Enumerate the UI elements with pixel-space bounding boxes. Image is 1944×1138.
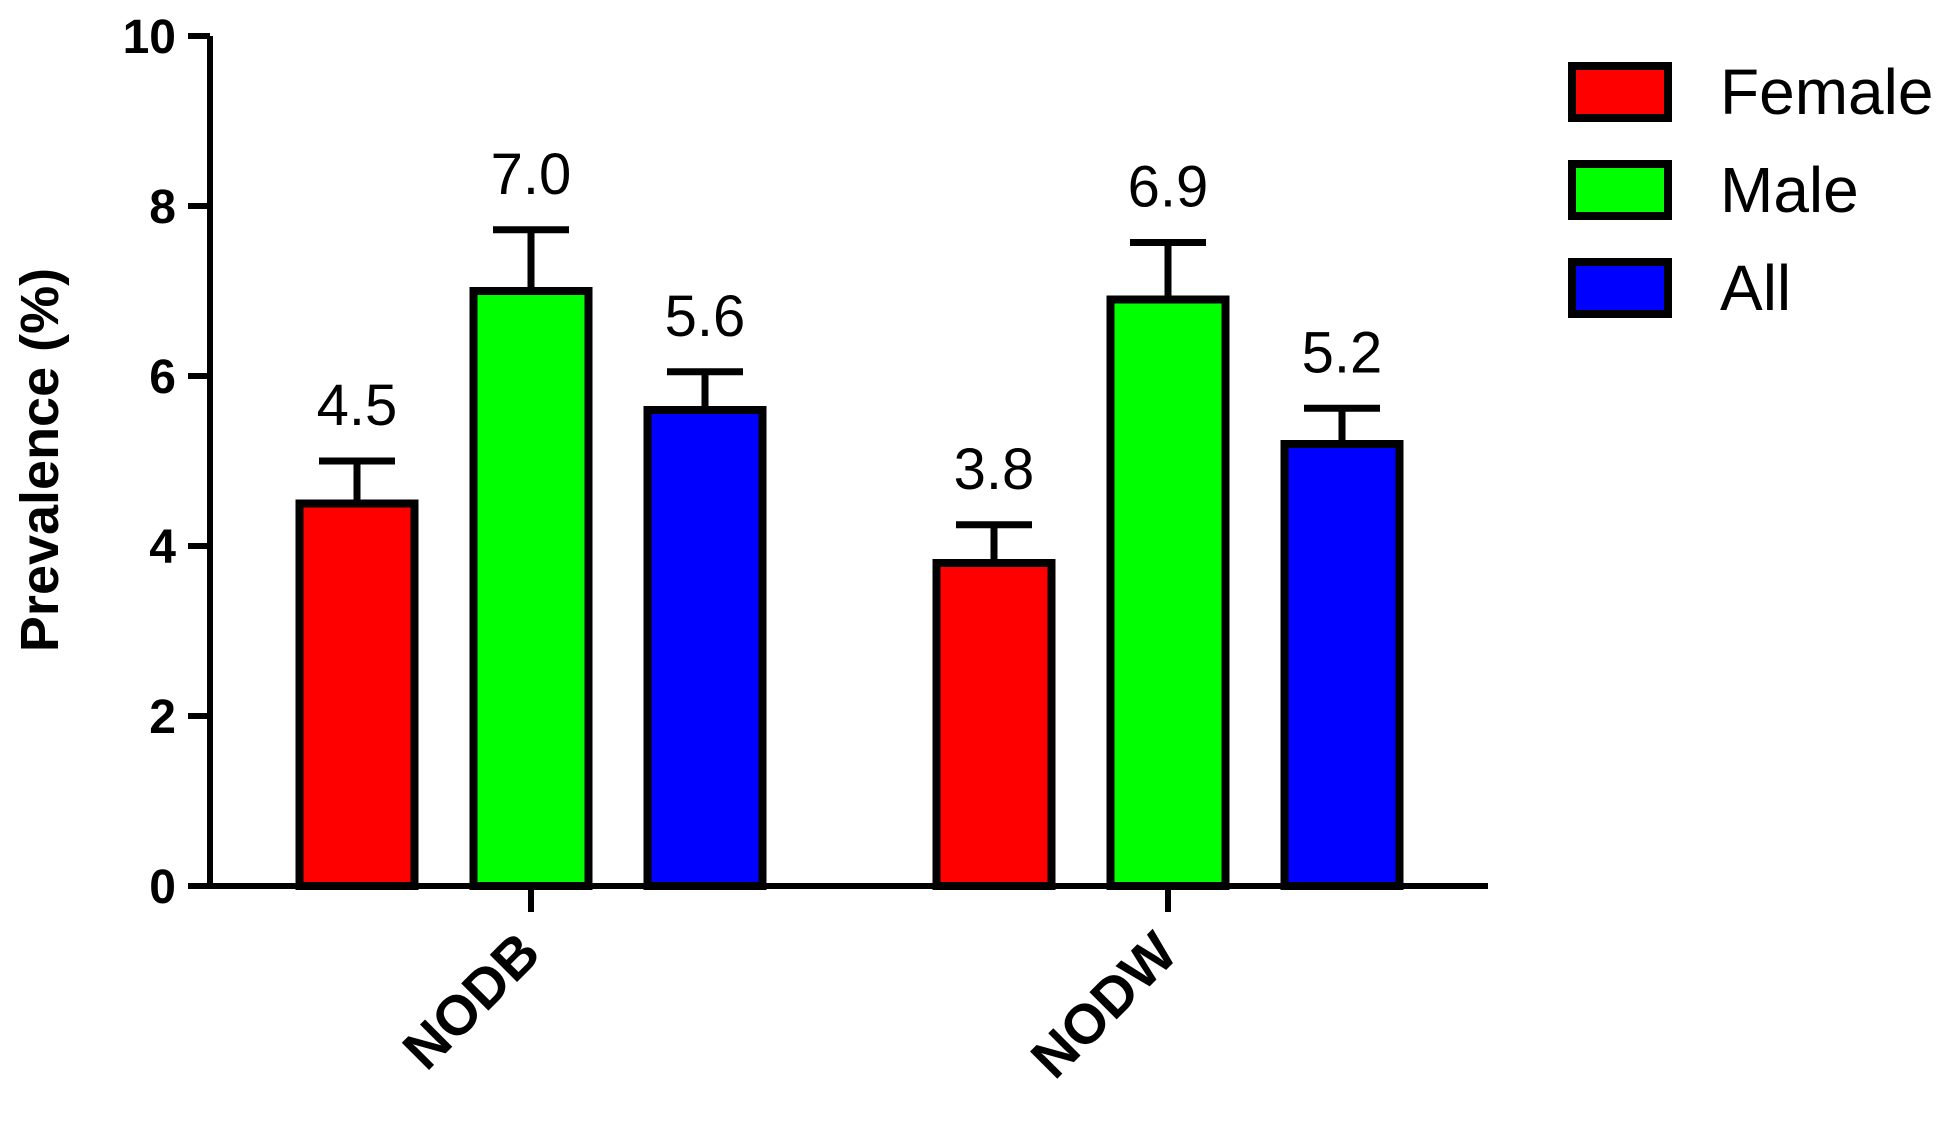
data-label: 5.6 bbox=[665, 284, 746, 349]
bar-male bbox=[469, 287, 593, 890]
y-tick-label: 2 bbox=[149, 691, 176, 744]
data-label: 6.9 bbox=[1128, 155, 1209, 220]
data-label: 4.5 bbox=[317, 373, 398, 438]
legend: Female Male All bbox=[1568, 56, 1933, 324]
y-axis-title: Prevalence (%) bbox=[10, 268, 70, 652]
x-category-label: NODB bbox=[390, 920, 551, 1081]
bar-female bbox=[295, 499, 419, 890]
y-tick-label: 8 bbox=[149, 181, 176, 234]
data-label: 7.0 bbox=[491, 142, 572, 207]
bar-all bbox=[643, 406, 767, 890]
y-tick-label: 10 bbox=[123, 11, 176, 64]
y-tick-label: 0 bbox=[149, 861, 176, 914]
data-label: 3.8 bbox=[954, 437, 1035, 502]
bar-male bbox=[1106, 295, 1230, 890]
bar-female bbox=[932, 559, 1056, 890]
legend-label: Male bbox=[1720, 154, 1859, 226]
x-axis: NODB NODW bbox=[207, 883, 1488, 1090]
x-category-label: NODW bbox=[1019, 920, 1189, 1090]
legend-swatch-female bbox=[1568, 62, 1672, 122]
data-label: 5.2 bbox=[1302, 320, 1383, 385]
legend-label: Female bbox=[1720, 56, 1933, 128]
y-axis: 0 2 4 6 8 10 bbox=[123, 11, 213, 914]
y-tick-label: 4 bbox=[149, 521, 176, 574]
legend-label: All bbox=[1720, 252, 1791, 324]
bar-all bbox=[1280, 440, 1404, 890]
legend-swatch-male bbox=[1568, 160, 1672, 220]
bar-groups: 4.5 7.0 5.6 3.8 6.9 5.2 bbox=[295, 142, 1404, 890]
y-tick-label: 6 bbox=[149, 351, 176, 404]
legend-swatch-all bbox=[1568, 258, 1672, 318]
